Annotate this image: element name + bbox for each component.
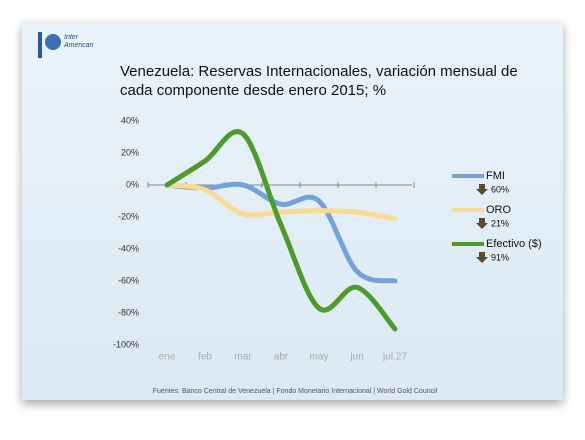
y-tick-label: -40% [118, 243, 139, 253]
x-tick-label: may [310, 352, 329, 363]
logo-text: American [63, 42, 94, 49]
logo-text: Inter [64, 34, 79, 41]
down-arrow [476, 252, 488, 263]
x-tick-label: abr [274, 352, 289, 363]
y-tick-label: 20% [121, 147, 139, 157]
legend-label: FMI [486, 170, 505, 182]
y-tick-label: -80% [118, 307, 139, 317]
x-tick-label: jun [349, 352, 363, 363]
legend-label: ORO [486, 204, 512, 216]
logo-globe [45, 34, 61, 50]
down-arrow [476, 218, 488, 229]
x-tick-label: feb [198, 352, 212, 363]
y-tick-label: -100% [113, 339, 139, 349]
legend-label: Efectivo ($) [486, 238, 542, 250]
change-label: 60% [491, 184, 509, 194]
y-tick-label: 0% [126, 179, 139, 189]
down-arrow [476, 184, 488, 195]
series-line [164, 129, 398, 332]
change-label: 21% [491, 218, 509, 228]
logo-bar [38, 32, 42, 58]
y-tick-label: 40% [121, 115, 139, 125]
x-tick-label: mar [234, 352, 252, 363]
logo: Inter American [38, 32, 94, 58]
series-line [164, 182, 398, 222]
source-note: Fuentes: Banco Central de Venezuela | Fo… [153, 388, 438, 395]
y-tick-label: -60% [118, 275, 139, 285]
chart-title: cada componente desde enero 2015; % [120, 82, 386, 99]
chart-title: Venezuela: Reservas Internacionales, var… [120, 63, 518, 80]
change-label: 91% [491, 252, 509, 262]
x-tick-label: jul,27 [382, 352, 407, 363]
x-tick-label: ene [159, 352, 176, 363]
y-tick-label: -20% [118, 211, 139, 221]
